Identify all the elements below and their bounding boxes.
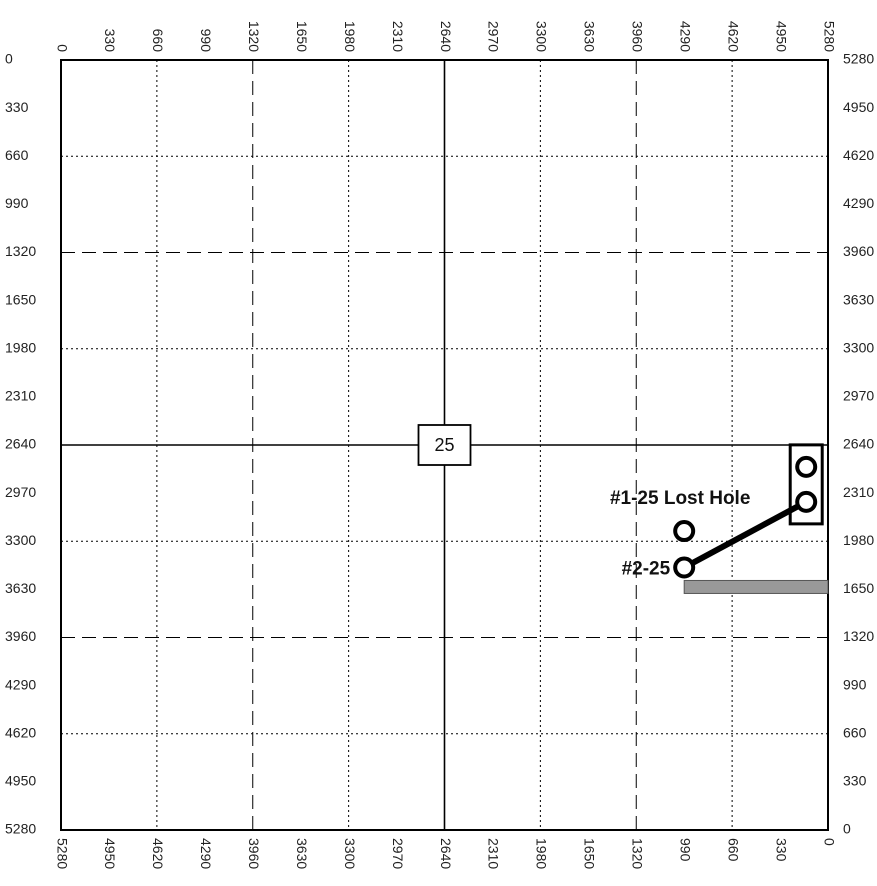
well-path-line [682, 499, 808, 571]
well-circle [673, 556, 696, 579]
tick-label-right: 330 [843, 773, 867, 789]
tick-label-bottom: 0 [821, 838, 837, 846]
tick-label-left: 2310 [5, 388, 36, 404]
tick-label-bottom: 660 [725, 838, 741, 862]
tick-label-top: 4290 [677, 21, 693, 52]
well-label: #1-25 Lost Hole [610, 488, 750, 509]
grid-lines [60, 59, 829, 831]
tick-label-right: 2970 [843, 388, 874, 404]
tick-label-right: 5280 [843, 51, 874, 67]
tick-label-left: 990 [5, 195, 29, 211]
tick-label-bottom: 4620 [150, 838, 166, 869]
tick-label-right: 0 [843, 821, 851, 837]
tick-label-left: 2640 [5, 436, 36, 452]
tick-label-top: 3300 [534, 21, 550, 52]
section-boundary [60, 59, 829, 831]
tick-label-left: 1980 [5, 339, 36, 355]
tick-label-bottom: 4950 [102, 838, 118, 869]
section-number-box: 25 [417, 424, 472, 466]
well-label: #2-25 [622, 559, 671, 580]
tick-label-top: 2640 [438, 21, 454, 52]
tick-label-right: 990 [843, 676, 867, 692]
tick-label-top: 2310 [390, 21, 406, 52]
tick-label-right: 3630 [843, 291, 874, 307]
tick-label-left: 1320 [5, 243, 36, 259]
tick-label-bottom: 4290 [198, 838, 214, 869]
tick-label-bottom: 330 [773, 838, 789, 862]
tick-label-bottom: 2970 [390, 838, 406, 869]
tick-label-left: 4950 [5, 773, 36, 789]
tick-label-top: 1980 [342, 21, 358, 52]
tick-label-top: 3630 [582, 21, 598, 52]
tick-label-right: 1320 [843, 628, 874, 644]
well-circle [795, 490, 818, 513]
tick-label-top: 3960 [630, 21, 646, 52]
tick-label-right: 4950 [843, 99, 874, 115]
tick-label-bottom: 2640 [438, 838, 454, 869]
tick-label-bottom: 5280 [54, 838, 70, 869]
tick-label-left: 1650 [5, 291, 36, 307]
tick-label-left: 2970 [5, 484, 36, 500]
tick-label-left: 0 [5, 51, 13, 67]
tick-label-right: 2640 [843, 436, 874, 452]
well-circle [795, 455, 818, 478]
tick-label-top: 990 [198, 29, 214, 53]
well-symbols [673, 443, 829, 594]
surface-location-box [788, 443, 824, 526]
tick-label-top: 1320 [246, 21, 262, 52]
tick-label-bottom: 2310 [486, 838, 502, 869]
tick-label-right: 660 [843, 724, 867, 740]
tick-label-top: 4620 [725, 21, 741, 52]
tick-label-bottom: 3630 [294, 838, 310, 869]
tick-label-bottom: 1320 [630, 838, 646, 869]
tick-label-left: 3960 [5, 628, 36, 644]
tick-label-top: 5280 [821, 21, 837, 52]
tick-label-top: 330 [102, 29, 118, 53]
section-number: 25 [434, 435, 454, 455]
tick-label-left: 3300 [5, 532, 36, 548]
section-number-frame [417, 424, 472, 466]
tick-label-bottom: 3300 [342, 838, 358, 869]
well-labels: #1-25 Lost Hole #2-25 [610, 488, 750, 579]
tick-label-bottom: 3960 [246, 838, 262, 869]
tick-label-bottom: 1650 [582, 838, 598, 869]
tick-label-bottom: 1980 [534, 838, 550, 869]
tick-label-right: 4620 [843, 147, 874, 163]
tick-label-left: 5280 [5, 821, 36, 837]
tick-label-top: 660 [150, 29, 166, 53]
tick-label-right: 3300 [843, 339, 874, 355]
tick-label-left: 4290 [5, 676, 36, 692]
tick-label-right: 1650 [843, 580, 874, 596]
tick-label-left: 3630 [5, 580, 36, 596]
tick-label-right: 4290 [843, 195, 874, 211]
tick-label-bottom: 990 [677, 838, 693, 862]
tick-labels: 0330660990132016501980231026402970330036… [5, 21, 874, 870]
tick-label-right: 3960 [843, 243, 874, 259]
tick-label-right: 2310 [843, 484, 874, 500]
tick-label-top: 0 [54, 44, 70, 52]
tick-label-left: 660 [5, 147, 29, 163]
tick-label-left: 330 [5, 99, 29, 115]
bar-symbol [683, 579, 829, 594]
tick-label-right: 1980 [843, 532, 874, 548]
tick-label-top: 1650 [294, 21, 310, 52]
tick-label-top: 4950 [773, 21, 789, 52]
well-circle [673, 520, 696, 543]
tick-label-top: 2970 [486, 21, 502, 52]
tick-label-left: 4620 [5, 724, 36, 740]
